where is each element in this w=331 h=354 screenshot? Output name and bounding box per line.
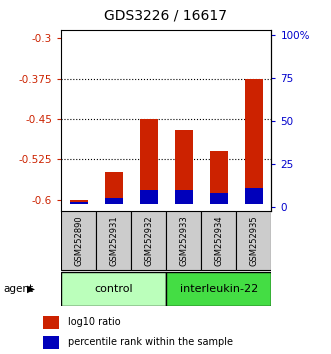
Bar [105, 172, 122, 204]
Bar [105, 198, 122, 204]
Text: GSM252933: GSM252933 [179, 215, 188, 266]
Text: GSM252934: GSM252934 [214, 215, 223, 266]
Bar [210, 152, 228, 204]
Text: GSM252931: GSM252931 [109, 215, 118, 266]
Bar [210, 193, 228, 204]
Text: control: control [94, 284, 133, 293]
Bar [175, 130, 193, 204]
Bar [70, 200, 87, 204]
FancyBboxPatch shape [61, 211, 96, 270]
FancyBboxPatch shape [166, 211, 201, 270]
FancyBboxPatch shape [201, 211, 236, 270]
Text: log10 ratio: log10 ratio [68, 317, 120, 327]
Bar [42, 316, 60, 329]
Bar [140, 119, 158, 204]
Bar [245, 79, 263, 204]
Text: ▶: ▶ [27, 284, 35, 294]
FancyBboxPatch shape [61, 272, 166, 306]
FancyBboxPatch shape [166, 272, 271, 306]
Text: interleukin-22: interleukin-22 [180, 284, 258, 293]
Text: percentile rank within the sample: percentile rank within the sample [68, 337, 233, 348]
FancyBboxPatch shape [236, 211, 271, 270]
Text: GSM252890: GSM252890 [74, 215, 83, 266]
FancyBboxPatch shape [96, 211, 131, 270]
Bar [245, 188, 263, 204]
Text: GDS3226 / 16617: GDS3226 / 16617 [104, 9, 227, 23]
Text: GSM252932: GSM252932 [144, 215, 153, 266]
Bar [175, 190, 193, 204]
FancyBboxPatch shape [131, 211, 166, 270]
Bar [70, 201, 87, 204]
Bar [140, 189, 158, 204]
Text: agent: agent [3, 284, 33, 294]
Bar [42, 336, 60, 349]
Text: GSM252935: GSM252935 [249, 215, 259, 266]
